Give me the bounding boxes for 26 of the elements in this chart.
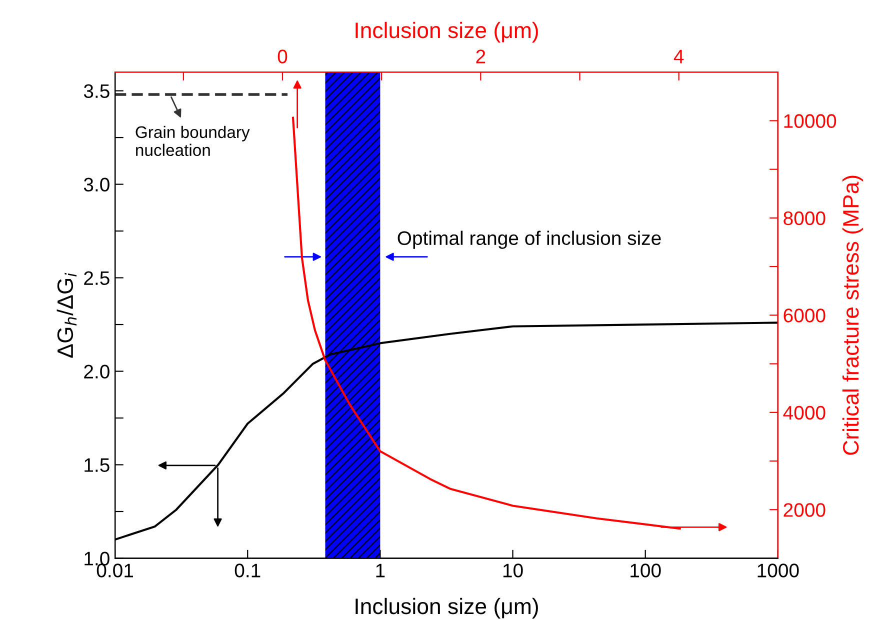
x-tick-label: 0.01 (96, 564, 134, 578)
x-tick-label: 0.1 (234, 564, 260, 578)
y-tick-label: 3.5 (84, 84, 110, 98)
x-tick-label: 1000 (758, 564, 799, 578)
x2-axis-title: Inclusion size (μm) (356, 22, 538, 43)
y2-tick-label: 6000 (784, 308, 826, 322)
y-tick-label: 2.0 (84, 364, 110, 379)
y-axis-title: ΔG$_{h}$/ΔG$_{i}$ (56, 272, 77, 358)
x2-tick-label: 4 (674, 50, 684, 64)
x-tick-label: 1 (376, 564, 385, 578)
x-tick-label: 100 (630, 564, 661, 578)
y2-tick-label: 10000 (784, 114, 836, 128)
y2-tick-label: 2000 (784, 503, 826, 517)
y2-tick-label: 8000 (784, 211, 826, 226)
x-tick-label: 10 (503, 564, 523, 578)
y2-tick-label: 4000 (783, 406, 826, 420)
y-tick-label: 3.0 (84, 178, 110, 192)
annotation: Grain boundary nucleation (136, 126, 250, 156)
x-axis-title: Inclusion size (μm) (356, 598, 538, 619)
x2-tick-label: 2 (476, 50, 486, 64)
band-label: Optimal range of inclusion size (398, 230, 661, 249)
y-tick-label: 1.5 (84, 458, 110, 472)
y-tick-label: 1.0 (84, 552, 110, 566)
y2-axis-title: Critical fracture stress (MPa) (842, 176, 864, 455)
x2-tick-label: 0 (278, 50, 288, 64)
y-tick-label: 2.5 (84, 271, 110, 286)
